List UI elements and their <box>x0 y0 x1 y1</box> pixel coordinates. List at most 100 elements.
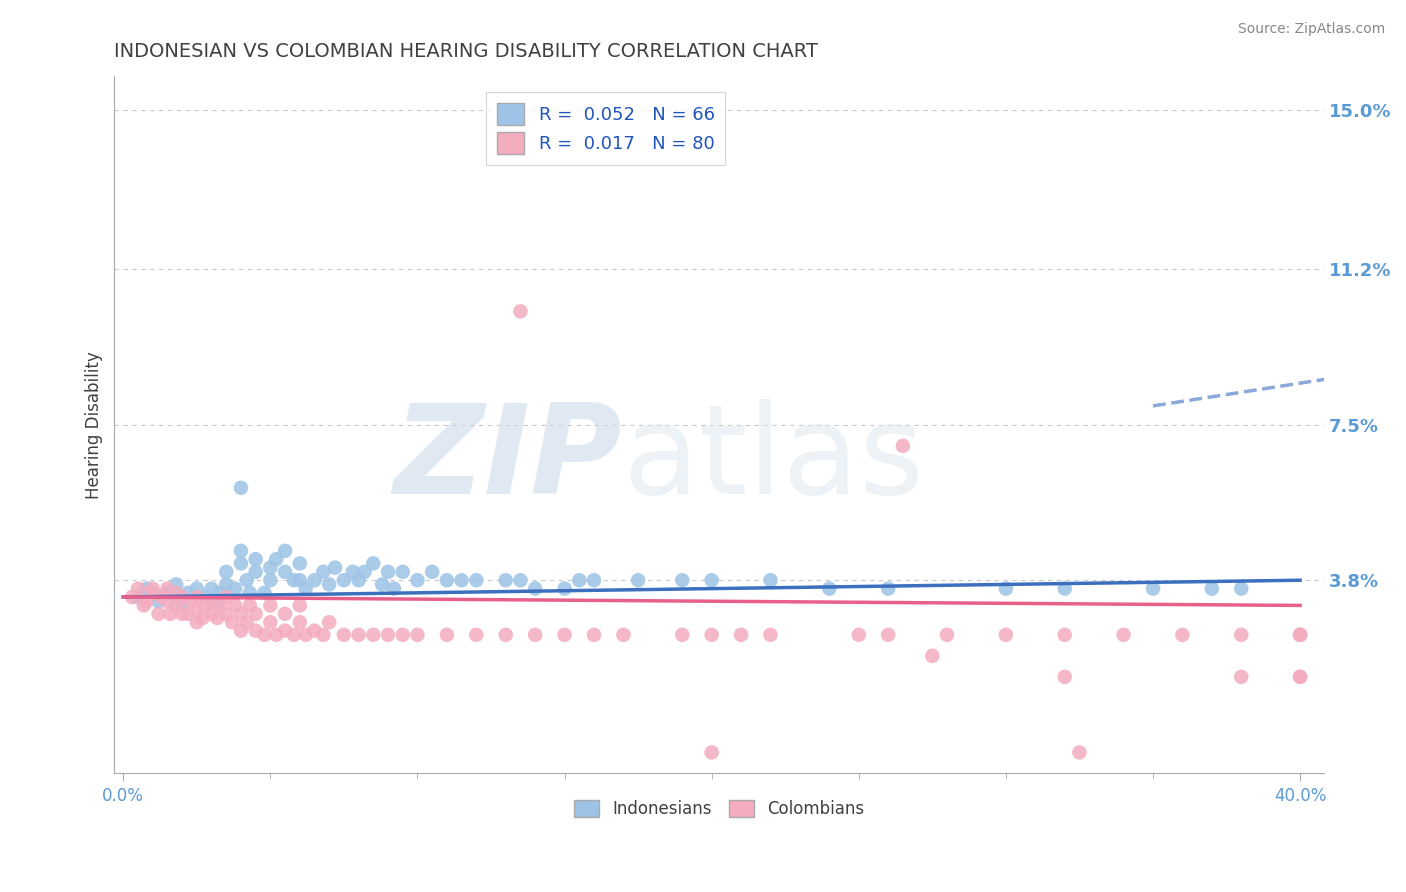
Point <box>245 624 267 638</box>
Point <box>391 628 413 642</box>
Point <box>207 594 229 608</box>
Point <box>524 628 547 642</box>
Point <box>283 628 305 642</box>
Point <box>700 746 723 760</box>
Point <box>253 628 276 642</box>
Point <box>194 590 217 604</box>
Point <box>294 582 316 596</box>
Point <box>245 565 267 579</box>
Point <box>465 628 488 642</box>
Point <box>177 586 200 600</box>
Point <box>165 586 187 600</box>
Point <box>1289 670 1312 684</box>
Point <box>165 577 187 591</box>
Point <box>612 628 634 642</box>
Point <box>259 615 281 630</box>
Point <box>509 573 531 587</box>
Point <box>1171 628 1194 642</box>
Point <box>1230 670 1253 684</box>
Point <box>363 628 385 642</box>
Point <box>236 615 259 630</box>
Point <box>283 573 305 587</box>
Point <box>159 607 181 621</box>
Point <box>229 544 252 558</box>
Point <box>1289 628 1312 642</box>
Point <box>245 552 267 566</box>
Point <box>1053 628 1076 642</box>
Point <box>1069 746 1091 760</box>
Point <box>172 590 194 604</box>
Y-axis label: Hearing Disability: Hearing Disability <box>86 351 103 499</box>
Point <box>818 582 841 596</box>
Point <box>994 582 1017 596</box>
Point <box>495 628 517 642</box>
Point <box>465 573 488 587</box>
Point <box>259 573 281 587</box>
Point <box>224 599 246 613</box>
Point <box>274 544 297 558</box>
Point <box>215 565 238 579</box>
Point <box>333 573 356 587</box>
Point <box>1053 670 1076 684</box>
Point <box>200 582 222 596</box>
Point <box>554 582 576 596</box>
Point <box>304 624 326 638</box>
Point <box>450 573 472 587</box>
Point <box>224 582 246 596</box>
Point <box>156 586 179 600</box>
Point <box>347 573 370 587</box>
Point <box>215 607 238 621</box>
Point <box>554 628 576 642</box>
Point <box>891 439 914 453</box>
Point <box>1289 628 1312 642</box>
Point <box>135 594 157 608</box>
Point <box>323 560 346 574</box>
Point <box>1201 582 1223 596</box>
Point <box>294 628 316 642</box>
Point <box>229 624 252 638</box>
Point <box>382 582 405 596</box>
Point <box>848 628 870 642</box>
Point <box>318 577 340 591</box>
Point <box>759 573 782 587</box>
Point <box>288 599 311 613</box>
Point <box>264 552 287 566</box>
Point <box>1230 628 1253 642</box>
Point <box>730 628 752 642</box>
Point <box>156 582 179 596</box>
Point <box>259 599 281 613</box>
Point <box>371 577 394 591</box>
Point <box>671 573 693 587</box>
Point <box>142 582 165 596</box>
Point <box>177 607 200 621</box>
Point <box>312 565 335 579</box>
Point <box>239 586 262 600</box>
Point <box>436 628 458 642</box>
Point <box>1289 670 1312 684</box>
Point <box>186 590 208 604</box>
Point <box>259 560 281 574</box>
Point <box>1053 582 1076 596</box>
Point <box>236 573 259 587</box>
Point <box>200 607 222 621</box>
Point <box>186 602 208 616</box>
Point <box>209 586 232 600</box>
Text: Source: ZipAtlas.com: Source: ZipAtlas.com <box>1237 22 1385 37</box>
Point <box>194 599 217 613</box>
Point <box>1112 628 1135 642</box>
Point <box>142 586 165 600</box>
Point <box>148 594 170 608</box>
Point <box>347 628 370 642</box>
Point <box>877 628 900 642</box>
Point <box>436 573 458 587</box>
Point <box>172 607 194 621</box>
Point <box>1230 582 1253 596</box>
Point <box>150 590 173 604</box>
Point <box>132 599 155 613</box>
Point <box>936 628 959 642</box>
Point <box>156 594 179 608</box>
Point <box>245 607 267 621</box>
Point <box>1142 582 1164 596</box>
Point <box>509 304 531 318</box>
Point <box>221 615 243 630</box>
